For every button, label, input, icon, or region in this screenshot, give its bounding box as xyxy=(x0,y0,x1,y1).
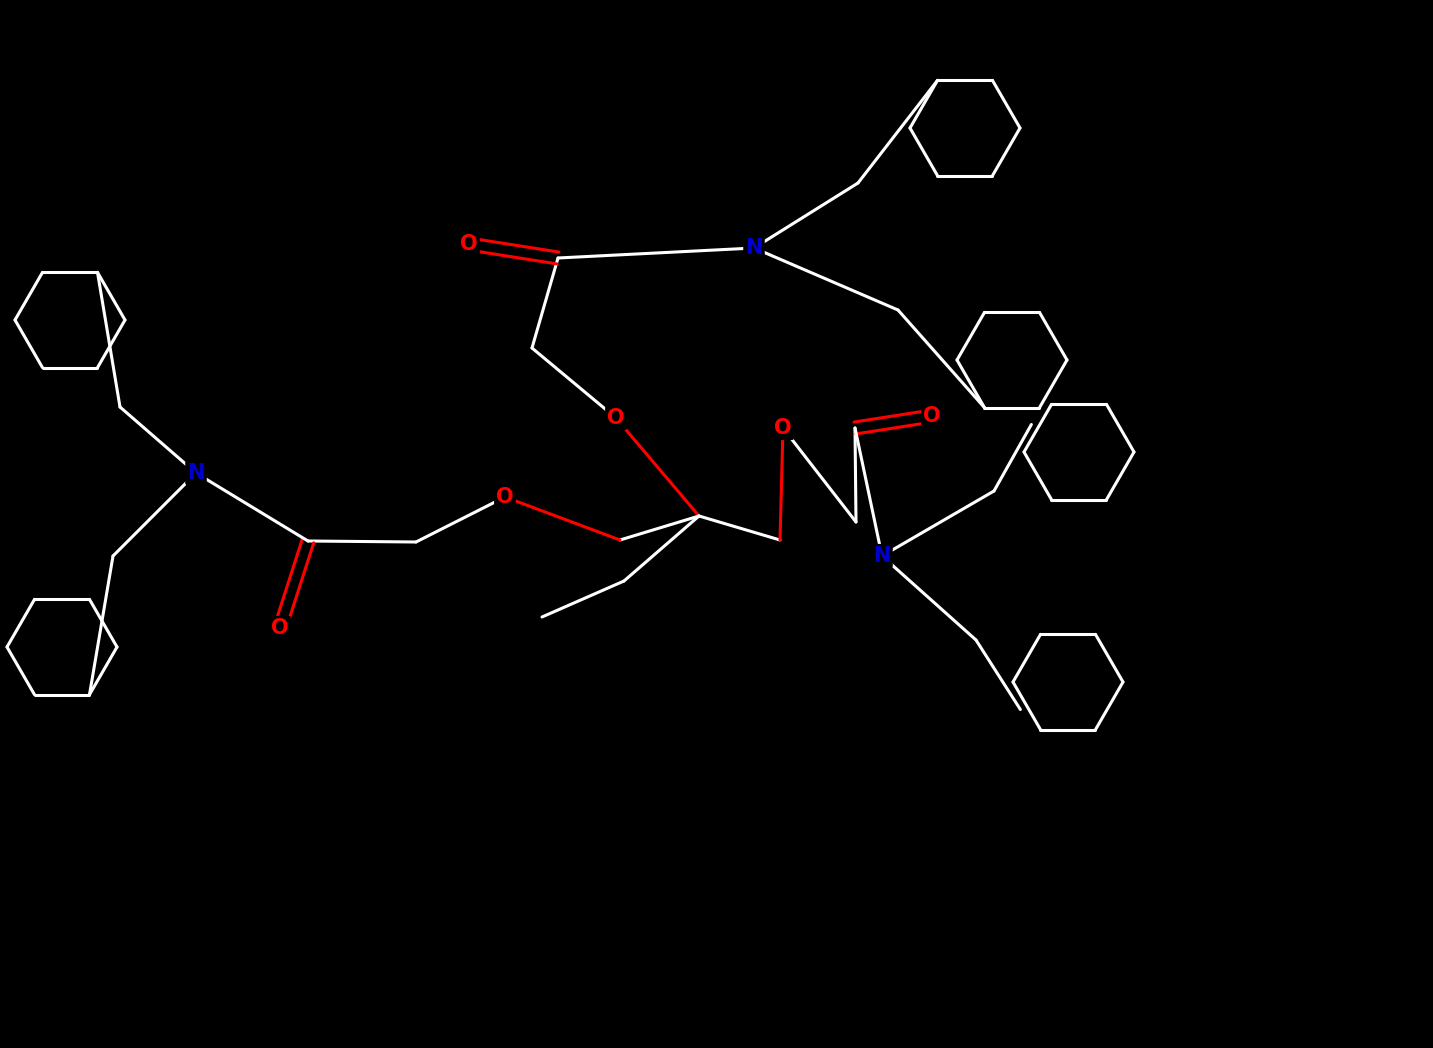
Text: N: N xyxy=(745,238,762,258)
Text: O: O xyxy=(496,487,514,507)
Text: O: O xyxy=(608,408,625,428)
Text: N: N xyxy=(188,463,205,483)
Text: O: O xyxy=(460,234,477,254)
Text: O: O xyxy=(774,418,792,438)
Text: O: O xyxy=(271,618,289,638)
Text: N: N xyxy=(873,546,891,566)
Text: O: O xyxy=(923,406,941,425)
